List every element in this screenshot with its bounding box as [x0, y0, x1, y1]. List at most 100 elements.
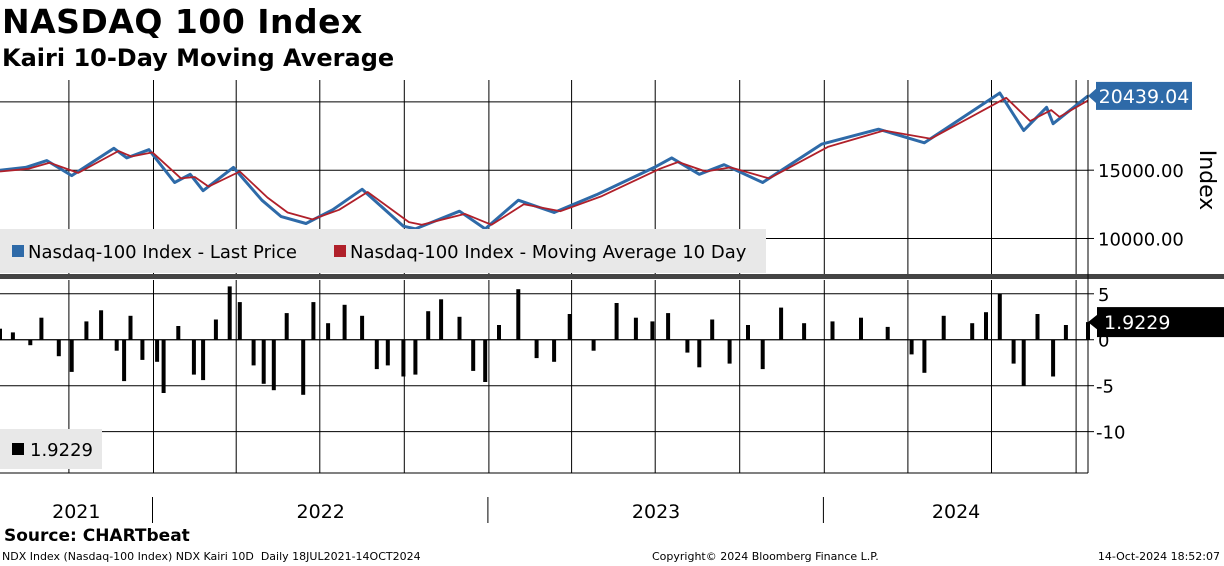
legend-swatch-moving-average: [334, 245, 346, 257]
kairi-bar: [471, 339, 476, 371]
kairi-bar: [497, 325, 501, 340]
kairi-bar: [161, 339, 166, 393]
kairi-bar: [28, 339, 33, 346]
kairi-bar: [516, 289, 521, 340]
kairi-y-tick-label: -5: [1096, 377, 1114, 398]
legend-swatch-last-price: [12, 245, 24, 257]
kairi-bar: [970, 323, 975, 340]
chart-title: NASDAQ 100 Index: [2, 2, 363, 41]
price-y-axis-label: Index: [1194, 150, 1219, 211]
x-tick-label-year: 2023: [632, 501, 680, 523]
kairi-bar: [237, 302, 242, 340]
kairi-bar: [39, 317, 44, 340]
kairi-last-value-badge: [1097, 307, 1224, 338]
kairi-bar: [191, 339, 196, 375]
kairi-bar: [99, 310, 104, 340]
kairi-bar: [909, 339, 914, 355]
price-last-value-badge: [1096, 81, 1192, 110]
kairi-bar: [413, 339, 418, 375]
price-last-value-label: 20439.04: [1099, 86, 1190, 108]
kairi-bar: [591, 339, 596, 351]
kairi-bar: [483, 339, 488, 382]
price-legend-box: [0, 229, 766, 273]
kairi-bar: [227, 286, 232, 340]
kairi-bar: [426, 311, 431, 340]
kairi-y-tick-label: 5: [1098, 285, 1109, 306]
kairi-bar: [0, 328, 2, 340]
kairi-bar: [122, 339, 127, 382]
kairi-bar: [311, 302, 316, 340]
kairi-bar: [984, 312, 988, 340]
kairi-bar: [360, 315, 365, 340]
kairi-bar: [614, 303, 619, 340]
kairi-bar: [1051, 339, 1056, 377]
kairi-bar: [1035, 314, 1040, 340]
footer-timestamp: 14-Oct-2024 18:52:07: [1097, 550, 1220, 563]
kairi-bar: [1011, 339, 1016, 364]
kairi-bar: [251, 339, 256, 366]
footer-copyright: Copyright© 2024 Bloomberg Finance L.P.: [652, 550, 879, 563]
source-label: Source: CHARTbeat: [4, 526, 190, 546]
kairi-bar: [401, 339, 406, 377]
kairi-bar: [385, 339, 390, 366]
kairi-bar: [552, 339, 557, 362]
kairi-last-value-label: 1.9229: [1104, 312, 1170, 334]
kairi-bar: [941, 315, 946, 340]
kairi-bar: [140, 339, 145, 360]
kairi-bar: [342, 304, 347, 340]
kairi-bar: [779, 307, 784, 340]
x-tick-label-year: 2021: [52, 501, 100, 523]
kairi-bar: [439, 299, 444, 340]
kairi-bar: [261, 339, 266, 384]
kairi-bar: [685, 339, 690, 353]
kairi-bar: [213, 319, 218, 340]
legend-label-last-price: Nasdaq-100 Index - Last Price: [28, 242, 297, 263]
kairi-bar: [633, 317, 638, 340]
kairi-y-tick-label: -10: [1096, 423, 1125, 444]
kairi-bar: [650, 321, 655, 340]
kairi-bar: [1063, 325, 1068, 340]
kairi-bar: [885, 326, 890, 340]
axis-layer: 10000.00 15000.00 Index 20439.04 5 0 -5 -10 1.92…: [0, 80, 1224, 523]
kairi-bar: [155, 339, 160, 362]
kairi-bar: [114, 339, 119, 351]
kairi-bar: [802, 323, 807, 340]
legend-layer[interactable]: Nasdaq-100 Index - Last Price Nasdaq-100 …: [0, 229, 766, 469]
kairi-bar: [997, 293, 1002, 340]
kairi-bar: [84, 321, 89, 340]
kairi-y-tick-label: 0: [1098, 331, 1109, 352]
kairi-bar: [69, 339, 74, 372]
kairi-bar: [301, 339, 306, 395]
kairi-panel: [0, 286, 1090, 395]
kairi-bar: [697, 339, 702, 368]
kairi-bar: [128, 315, 133, 340]
kairi-bar: [56, 339, 61, 357]
price-last-value-pointer: [1088, 87, 1097, 104]
price-panel: [0, 91, 1089, 231]
kairi-bar: [567, 314, 572, 340]
legend-swatch-kairi: [12, 443, 24, 455]
kairi-bar: [710, 319, 715, 340]
grid-layer: [0, 80, 1224, 473]
kairi-bar: [10, 332, 15, 340]
panel-divider: [0, 274, 1224, 279]
footer-ticker-info: NDX Index (Nasdaq-100 Index) NDX Kairi 1…: [2, 550, 421, 563]
kairi-bar: [201, 339, 206, 381]
kairi-bar: [271, 339, 276, 391]
kairi-bar: [534, 339, 539, 359]
kairi-bar: [859, 317, 863, 340]
x-tick-label-year: 2022: [297, 501, 345, 523]
chart-subtitle: Kairi 10-Day Moving Average: [2, 44, 395, 72]
kairi-bar: [457, 316, 462, 340]
legend-label-moving-average: Nasdaq-100 Index - Moving Average 10 Day: [350, 242, 747, 263]
x-tick-label-year: 2024: [932, 501, 980, 523]
kairi-bar: [727, 339, 732, 364]
kairi-bar: [326, 323, 331, 340]
kairi-last-value-pointer: [1088, 314, 1098, 331]
kairi-bar: [666, 313, 671, 340]
kairi-bar: [1021, 339, 1026, 386]
kairi-bar: [830, 321, 835, 340]
price-y-tick-label: 15000.00: [1098, 161, 1184, 182]
kairi-bar: [760, 339, 765, 370]
